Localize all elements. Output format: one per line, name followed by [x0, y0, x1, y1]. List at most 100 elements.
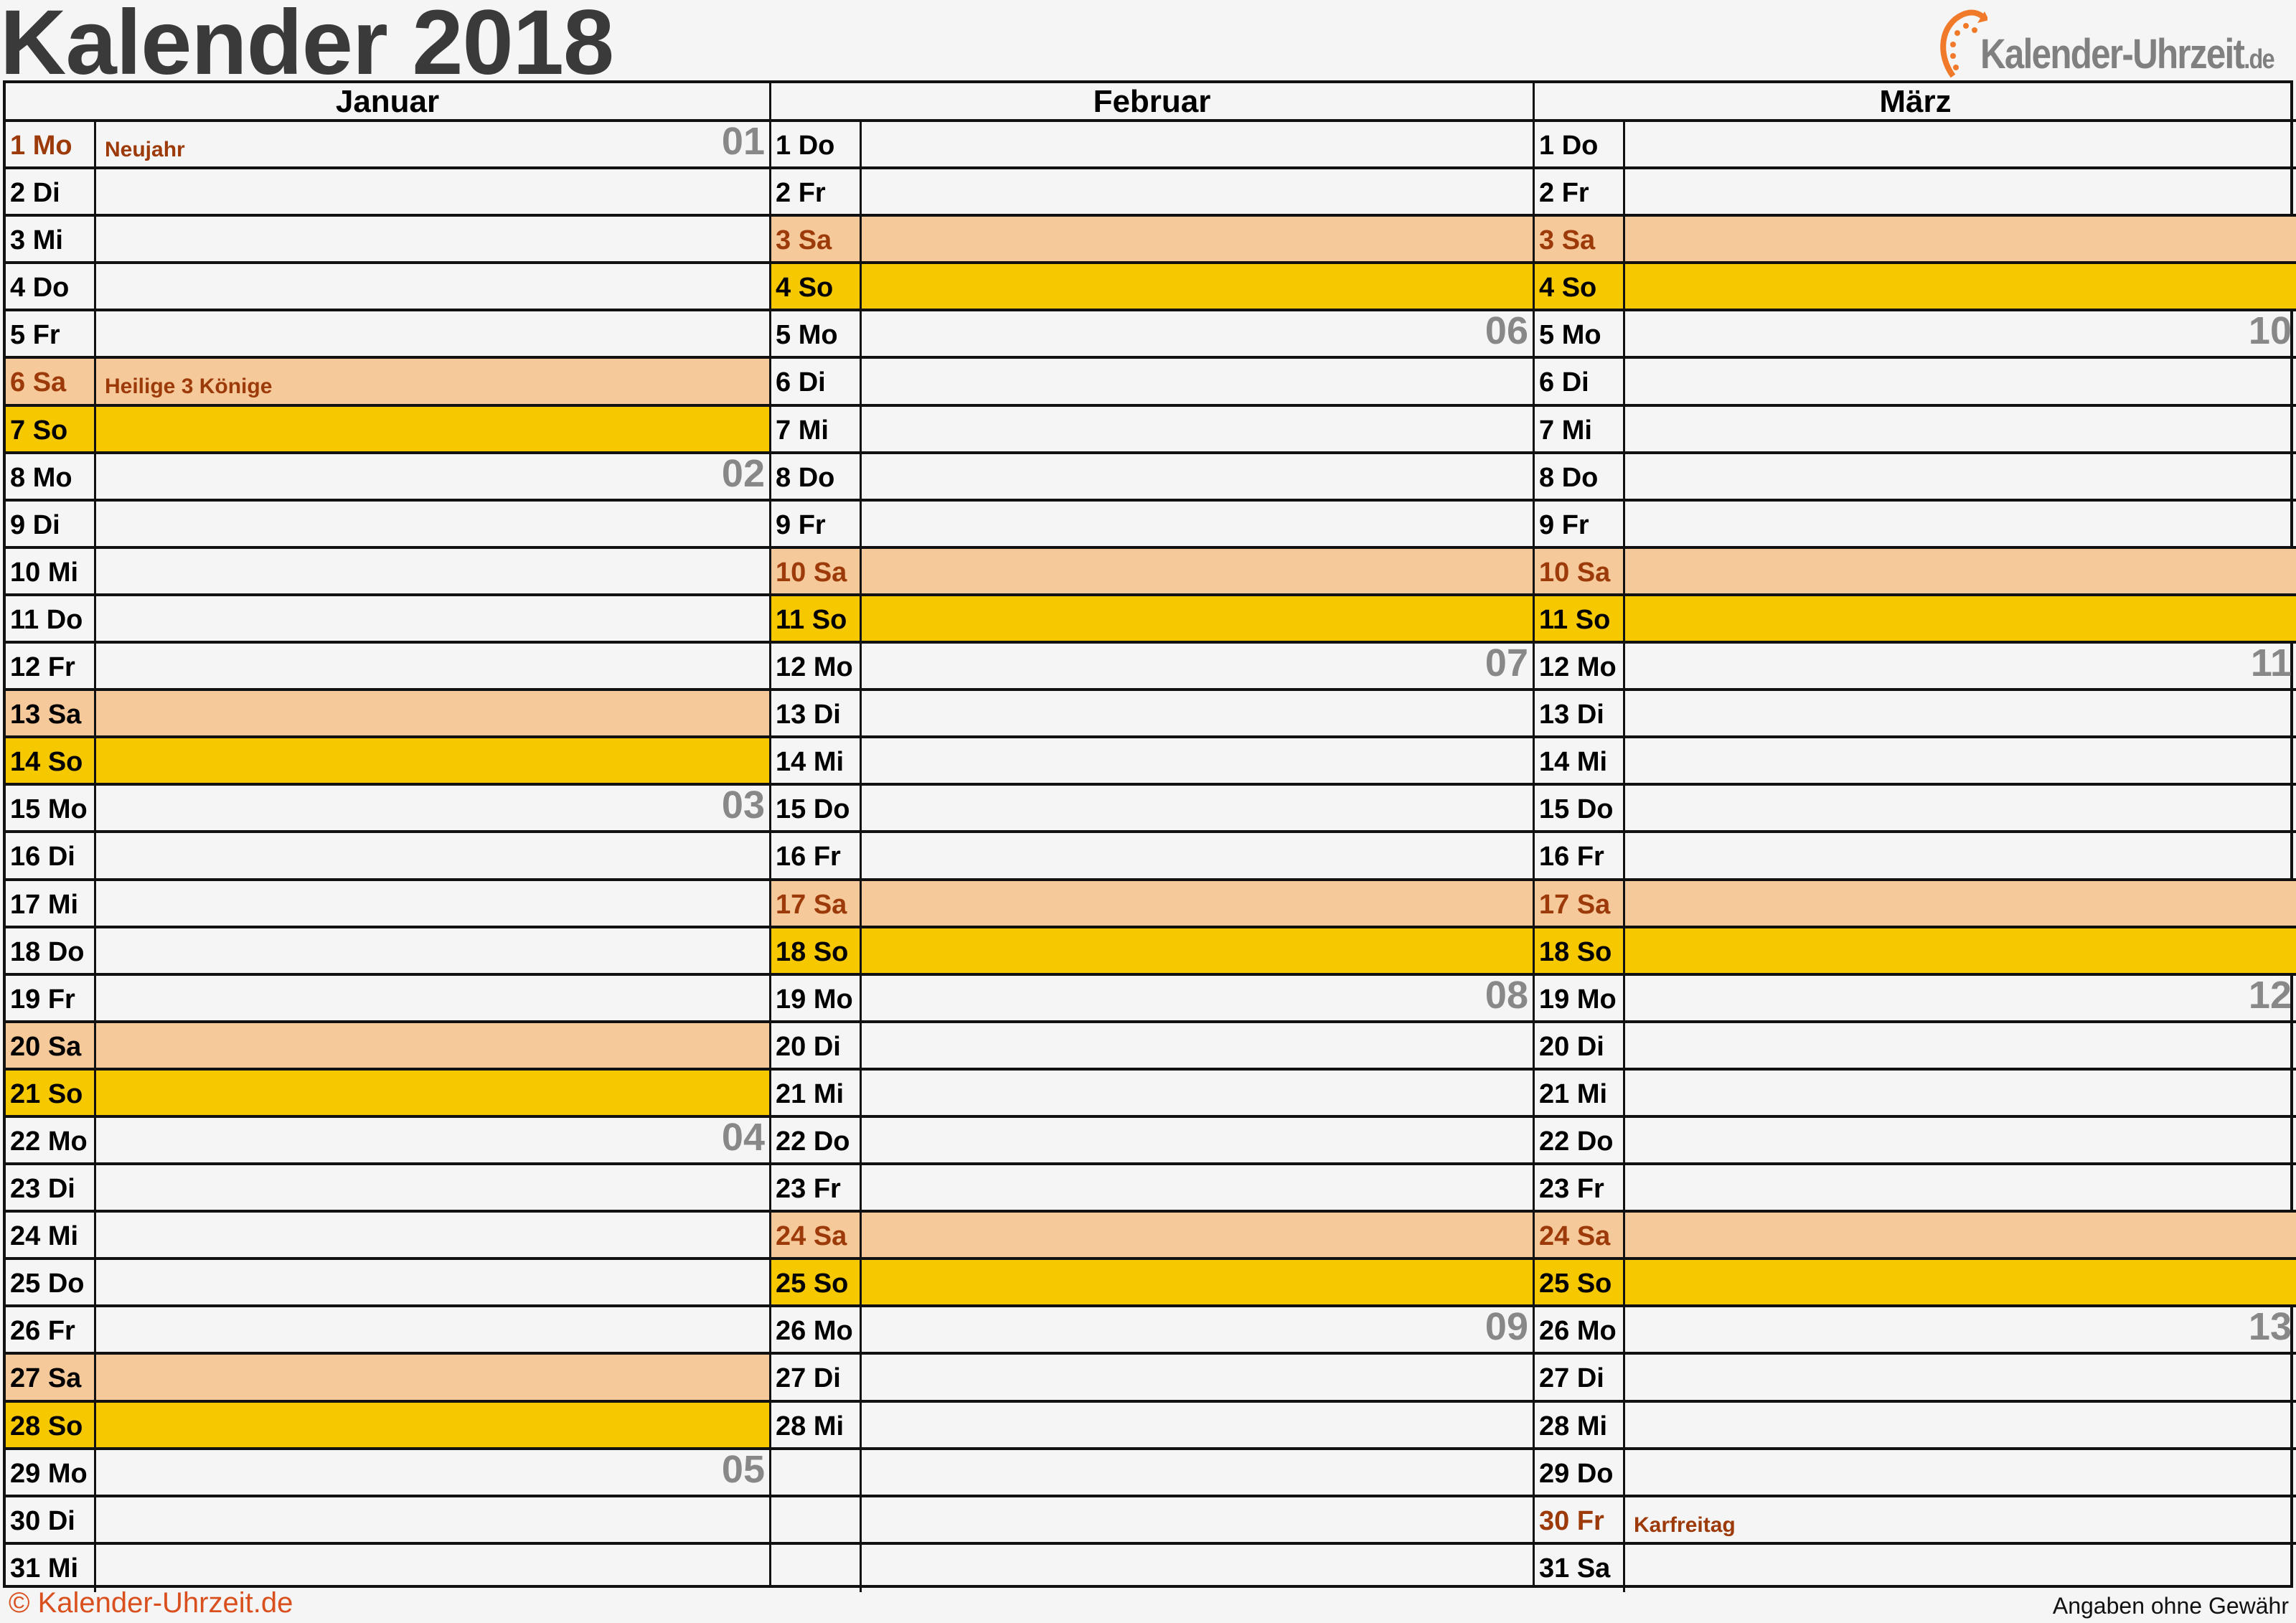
- day-row[interactable]: 24 Sa: [1535, 1213, 2296, 1261]
- day-row[interactable]: 17 Sa: [771, 880, 1533, 928]
- day-row[interactable]: 11 Do: [6, 596, 769, 644]
- day-row[interactable]: 4 So: [771, 264, 1533, 312]
- day-row[interactable]: 11 So: [1535, 596, 2296, 644]
- day-row[interactable]: 3 Sa: [771, 217, 1533, 265]
- day-row[interactable]: 16 Fr: [771, 833, 1533, 881]
- day-row[interactable]: 4 So: [1535, 264, 2296, 312]
- day-row[interactable]: 26 Mo 13: [1535, 1305, 2296, 1355]
- day-row[interactable]: 13 Di: [771, 691, 1533, 739]
- day-row[interactable]: 10 Sa: [1535, 548, 2296, 596]
- day-row[interactable]: 15 Mo 03: [6, 784, 769, 834]
- day-row[interactable]: 24 Sa: [771, 1213, 1533, 1261]
- day-row[interactable]: 1 Mo Neujahr 01: [6, 120, 769, 170]
- day-row[interactable]: 29 Do: [1535, 1449, 2296, 1497]
- day-row[interactable]: [771, 1449, 1533, 1497]
- day-row[interactable]: 18 Do: [6, 928, 769, 976]
- day-row[interactable]: 21 Mi: [771, 1070, 1533, 1118]
- day-row[interactable]: 19 Fr: [6, 975, 769, 1023]
- day-row[interactable]: 22 Do: [771, 1117, 1533, 1166]
- day-row[interactable]: 22 Mo 04: [6, 1116, 769, 1166]
- day-label: 15 Mo: [6, 786, 96, 831]
- day-row[interactable]: 9 Fr: [771, 501, 1533, 549]
- day-row[interactable]: 18 So: [771, 928, 1533, 976]
- day-row[interactable]: 12 Mo 07: [771, 641, 1533, 692]
- day-row[interactable]: 20 Di: [1535, 1022, 2296, 1071]
- day-row[interactable]: 30 Di: [6, 1497, 769, 1545]
- day-row[interactable]: 2 Di: [6, 169, 769, 217]
- day-row[interactable]: 14 So: [6, 738, 769, 786]
- day-row[interactable]: 1 Do: [771, 122, 1533, 170]
- day-row[interactable]: 21 So: [6, 1070, 769, 1118]
- month-header: Januar: [6, 83, 769, 122]
- day-row[interactable]: 6 Di: [1535, 359, 2296, 407]
- day-row[interactable]: 28 So: [6, 1402, 769, 1450]
- day-row[interactable]: 12 Fr: [6, 644, 769, 692]
- day-row[interactable]: 2 Fr: [1535, 169, 2296, 217]
- day-row[interactable]: [771, 1544, 1533, 1592]
- day-row[interactable]: 17 Sa: [1535, 880, 2296, 928]
- day-row[interactable]: 26 Fr: [6, 1307, 769, 1355]
- day-row[interactable]: 20 Sa: [6, 1022, 769, 1071]
- day-row[interactable]: 8 Do: [771, 453, 1533, 502]
- day-row[interactable]: 5 Mo 06: [771, 309, 1533, 359]
- day-row[interactable]: 8 Mo 02: [6, 452, 769, 502]
- day-row[interactable]: 9 Di: [6, 501, 769, 549]
- day-row[interactable]: 10 Sa: [771, 548, 1533, 596]
- day-row[interactable]: 7 Mi: [1535, 406, 2296, 454]
- day-row[interactable]: 15 Do: [1535, 786, 2296, 834]
- day-row[interactable]: 7 So: [6, 406, 769, 454]
- day-row[interactable]: 29 Mo 05: [6, 1448, 769, 1497]
- day-row[interactable]: 11 So: [771, 596, 1533, 644]
- day-row[interactable]: 10 Mi: [6, 548, 769, 596]
- day-row[interactable]: 14 Mi: [1535, 738, 2296, 786]
- day-row[interactable]: 23 Fr: [1535, 1165, 2296, 1213]
- day-row[interactable]: 19 Mo 08: [771, 974, 1533, 1023]
- day-row[interactable]: 23 Di: [6, 1165, 769, 1213]
- day-row[interactable]: 16 Fr: [1535, 833, 2296, 881]
- day-row[interactable]: 18 So: [1535, 928, 2296, 976]
- day-row[interactable]: 1 Do: [1535, 122, 2296, 170]
- day-row[interactable]: 7 Mi: [771, 406, 1533, 454]
- day-label: 18 Do: [6, 928, 96, 973]
- day-row[interactable]: 15 Do: [771, 786, 1533, 834]
- day-row[interactable]: 16 Di: [6, 833, 769, 881]
- day-row[interactable]: 28 Mi: [771, 1402, 1533, 1450]
- day-label: 7 So: [6, 406, 96, 451]
- day-label: 29 Mo: [6, 1449, 96, 1495]
- day-row[interactable]: 27 Di: [1535, 1355, 2296, 1403]
- day-row[interactable]: 8 Do: [1535, 453, 2296, 502]
- day-row[interactable]: 21 Mi: [1535, 1070, 2296, 1118]
- day-row[interactable]: 25 Do: [6, 1260, 769, 1308]
- day-row[interactable]: 31 Sa: [1535, 1544, 2296, 1592]
- day-row[interactable]: 22 Do: [1535, 1117, 2296, 1166]
- day-row[interactable]: 13 Di: [1535, 691, 2296, 739]
- day-row[interactable]: [771, 1497, 1533, 1545]
- day-row[interactable]: 27 Sa: [6, 1355, 769, 1403]
- day-row[interactable]: 9 Fr: [1535, 501, 2296, 549]
- day-row[interactable]: 5 Mo 10: [1535, 309, 2296, 359]
- day-row[interactable]: 26 Mo 09: [771, 1305, 1533, 1355]
- day-row[interactable]: 23 Fr: [771, 1165, 1533, 1213]
- day-row[interactable]: 3 Mi: [6, 217, 769, 265]
- day-row[interactable]: 20 Di: [771, 1022, 1533, 1071]
- day-row[interactable]: 3 Sa: [1535, 217, 2296, 265]
- day-row[interactable]: 12 Mo 11: [1535, 641, 2296, 692]
- day-row[interactable]: 5 Fr: [6, 311, 769, 359]
- day-row[interactable]: 19 Mo 12: [1535, 974, 2296, 1023]
- day-row[interactable]: 24 Mi: [6, 1213, 769, 1261]
- day-row[interactable]: 14 Mi: [771, 738, 1533, 786]
- day-row[interactable]: 13 Sa: [6, 691, 769, 739]
- day-row[interactable]: 30 Fr Karfreitag: [1535, 1497, 2296, 1545]
- day-row[interactable]: 27 Di: [771, 1355, 1533, 1403]
- day-row[interactable]: 6 Sa Heilige 3 Könige: [6, 359, 769, 407]
- day-row[interactable]: 25 So: [771, 1260, 1533, 1308]
- holiday-label: Neujahr: [105, 138, 185, 161]
- day-row[interactable]: 2 Fr: [771, 169, 1533, 217]
- day-label: 5 Mo: [1535, 311, 1625, 357]
- day-row[interactable]: 25 So: [1535, 1260, 2296, 1308]
- day-row[interactable]: 28 Mi: [1535, 1402, 2296, 1450]
- day-row[interactable]: 31 Mi: [6, 1544, 769, 1592]
- day-row[interactable]: 17 Mi: [6, 880, 769, 928]
- day-row[interactable]: 6 Di: [771, 359, 1533, 407]
- day-row[interactable]: 4 Do: [6, 264, 769, 312]
